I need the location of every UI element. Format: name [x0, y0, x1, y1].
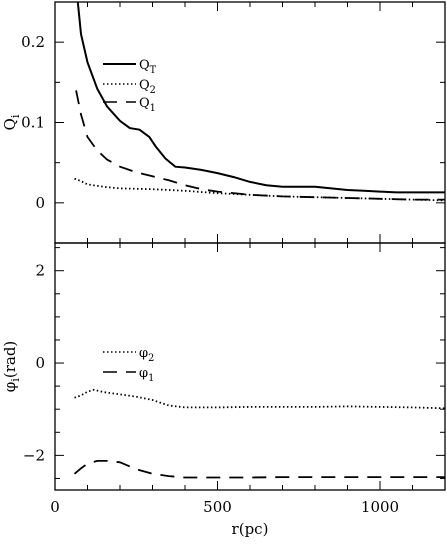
legend-label: φ1	[139, 366, 154, 384]
x-tick-label: 500	[203, 498, 232, 516]
series-qt	[76, 2, 445, 194]
y-tick-label: 0.2	[21, 33, 45, 51]
y-tick-label: 2	[35, 262, 45, 280]
y-tick-label: 0	[35, 354, 45, 372]
series-q2	[74, 177, 445, 202]
y-axis-title: Qi	[1, 114, 22, 130]
y-axis-title-text: φi(rad)	[1, 341, 22, 393]
bottom-frame	[54, 242, 446, 491]
series-1	[73, 460, 445, 479]
y-tick-label: 0.1	[21, 114, 45, 132]
top-frame	[54, 1, 446, 244]
legend-label: Q2	[139, 78, 156, 96]
legend-label: QT	[139, 58, 157, 76]
legend-label: φ2	[139, 346, 154, 364]
y-axis-title: φi(rad)	[1, 341, 22, 393]
y-axis-title-text: Qi	[1, 114, 22, 130]
x-tick-label: 1000	[361, 498, 399, 516]
series-2	[74, 388, 445, 410]
y-tick-label: −2	[23, 446, 45, 464]
series-q1	[75, 90, 445, 201]
x-axis-title: r(pc)	[232, 520, 269, 538]
y-tick-label: 0	[35, 194, 45, 212]
x-tick-label: 0	[50, 498, 60, 516]
legend-label: Q1	[139, 96, 156, 114]
